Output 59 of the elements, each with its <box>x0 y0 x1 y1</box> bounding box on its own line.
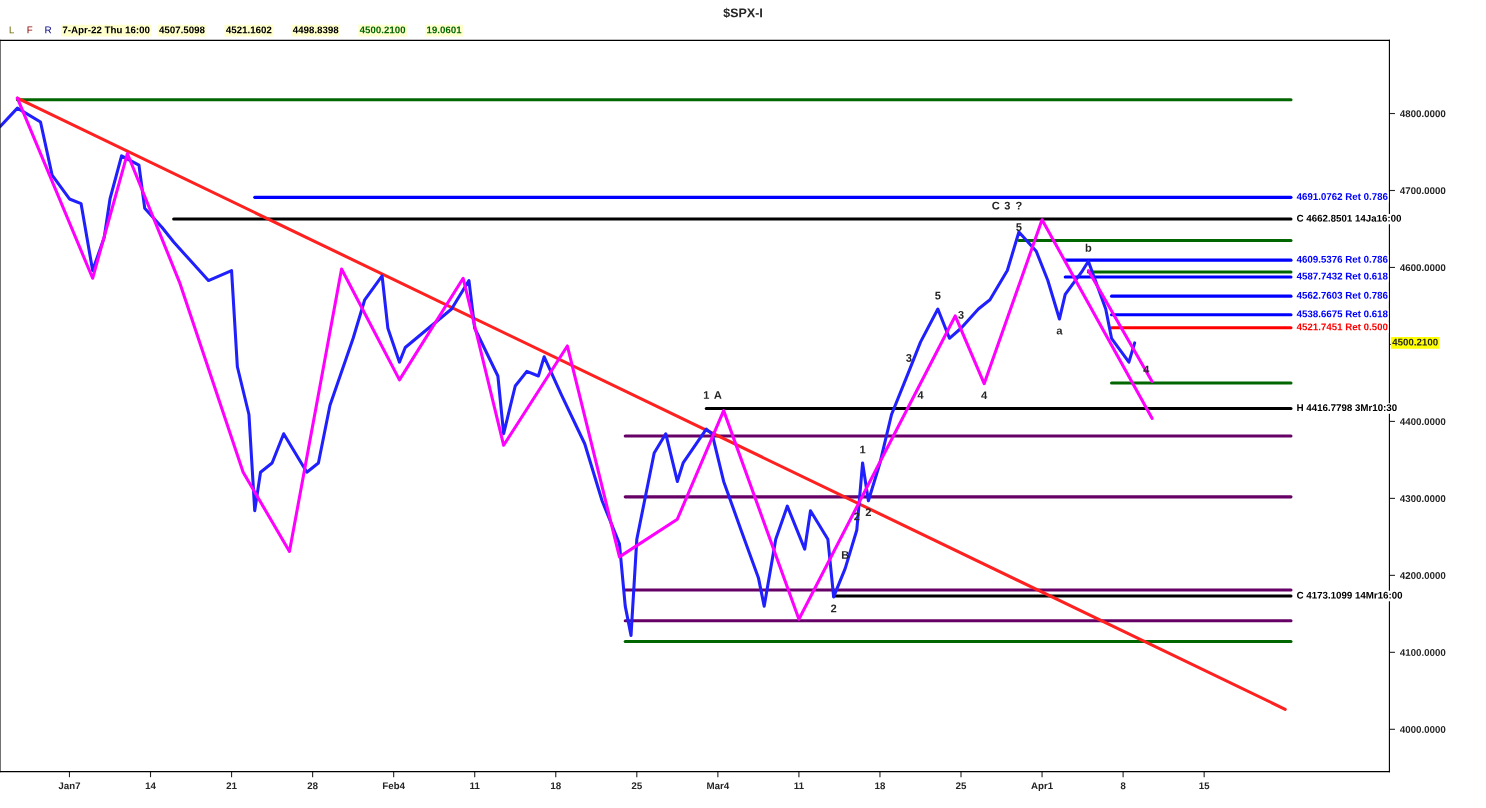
annotation: 4 <box>917 391 924 399</box>
annotation: 2 <box>830 604 837 613</box>
x-tick-label: 14 <box>145 782 156 790</box>
chart-title: $SPX-I <box>723 7 762 19</box>
series-label: 4691.0762 Ret 0.786 <box>1296 193 1388 200</box>
text: 4498.8398 <box>292 26 339 34</box>
y-tick-label: 4000.0000 <box>1399 726 1446 733</box>
text: 19.0601 <box>427 26 462 34</box>
x-tick-label: 25 <box>955 782 967 790</box>
y-tick-label: 4400.0000 <box>1399 418 1446 426</box>
series-label: 4609.5376 Ret 0.786 <box>1296 255 1388 263</box>
annotation: C <box>992 201 1000 210</box>
series-label: 4521.7451 Ret 0.500 <box>1296 323 1388 331</box>
text: L <box>9 26 14 34</box>
series-label: 4587.7432 Ret 0.618 <box>1296 272 1388 280</box>
x-tick-label: Jan7 <box>58 782 81 790</box>
y-tick-label: 4100.0000 <box>1399 649 1446 656</box>
y-tick-label: 4700.0000 <box>1399 187 1446 195</box>
annotation: 5 <box>935 291 941 300</box>
x-tick-label: Mar4 <box>707 782 730 790</box>
text: 4507.5098 <box>159 26 205 34</box>
x-tick-label: 18 <box>875 782 886 790</box>
y-tick-label: 4600.0000 <box>1399 264 1446 272</box>
annotation: a <box>1056 328 1063 335</box>
annotation: 4 <box>981 391 988 400</box>
series-label: C 4173.1099 14Mr16:00 <box>1296 591 1403 599</box>
series-label: H 4416.7798 3Mr10:30 <box>1297 404 1397 412</box>
x-tick-label: 21 <box>226 782 237 790</box>
text: 7-Apr-22 Thu 16:00 <box>62 26 150 36</box>
x-tick-label: Feb4 <box>382 782 405 790</box>
annotation: 5 <box>1016 223 1022 232</box>
text: 4500.2100 <box>1392 338 1438 346</box>
annotation: 3 <box>958 310 964 319</box>
x-tick-label: 11 <box>794 782 804 790</box>
text: 4500.2100 <box>359 26 406 34</box>
series-label: 4562.7603 Ret 0.786 <box>1296 291 1388 299</box>
series-label: C 4662.8501 14Ja16:00 <box>1296 214 1402 222</box>
y-tick-label: 4200.0000 <box>1399 572 1446 579</box>
x-tick-label: 25 <box>631 782 642 790</box>
text: R <box>45 26 52 34</box>
annotation: A <box>714 391 722 399</box>
series-label: 4538.6675 Ret 0.618 <box>1296 310 1388 318</box>
annotation: 3 <box>1004 201 1011 210</box>
x-tick-label: 15 <box>1199 782 1210 790</box>
text: 4521.1602 <box>226 26 272 34</box>
x-tick-label: 18 <box>550 782 561 790</box>
text: F <box>27 26 33 34</box>
y-tick-label: 4800.0000 <box>1399 110 1446 118</box>
x-tick-label: 28 <box>307 782 318 790</box>
x-tick-label: 8 <box>1120 782 1126 790</box>
annotation: 2 <box>865 508 872 517</box>
annotation: 3 <box>906 354 912 362</box>
annotation: b <box>1085 243 1092 252</box>
x-tick-label: 11 <box>470 782 480 790</box>
annotation: 1 <box>860 445 866 454</box>
y-tick-label: 4300.0000 <box>1399 495 1446 503</box>
annotation: 1 <box>703 391 710 399</box>
x-tick-label: Apr1 <box>1031 782 1053 792</box>
annotation: ? <box>1016 201 1022 210</box>
